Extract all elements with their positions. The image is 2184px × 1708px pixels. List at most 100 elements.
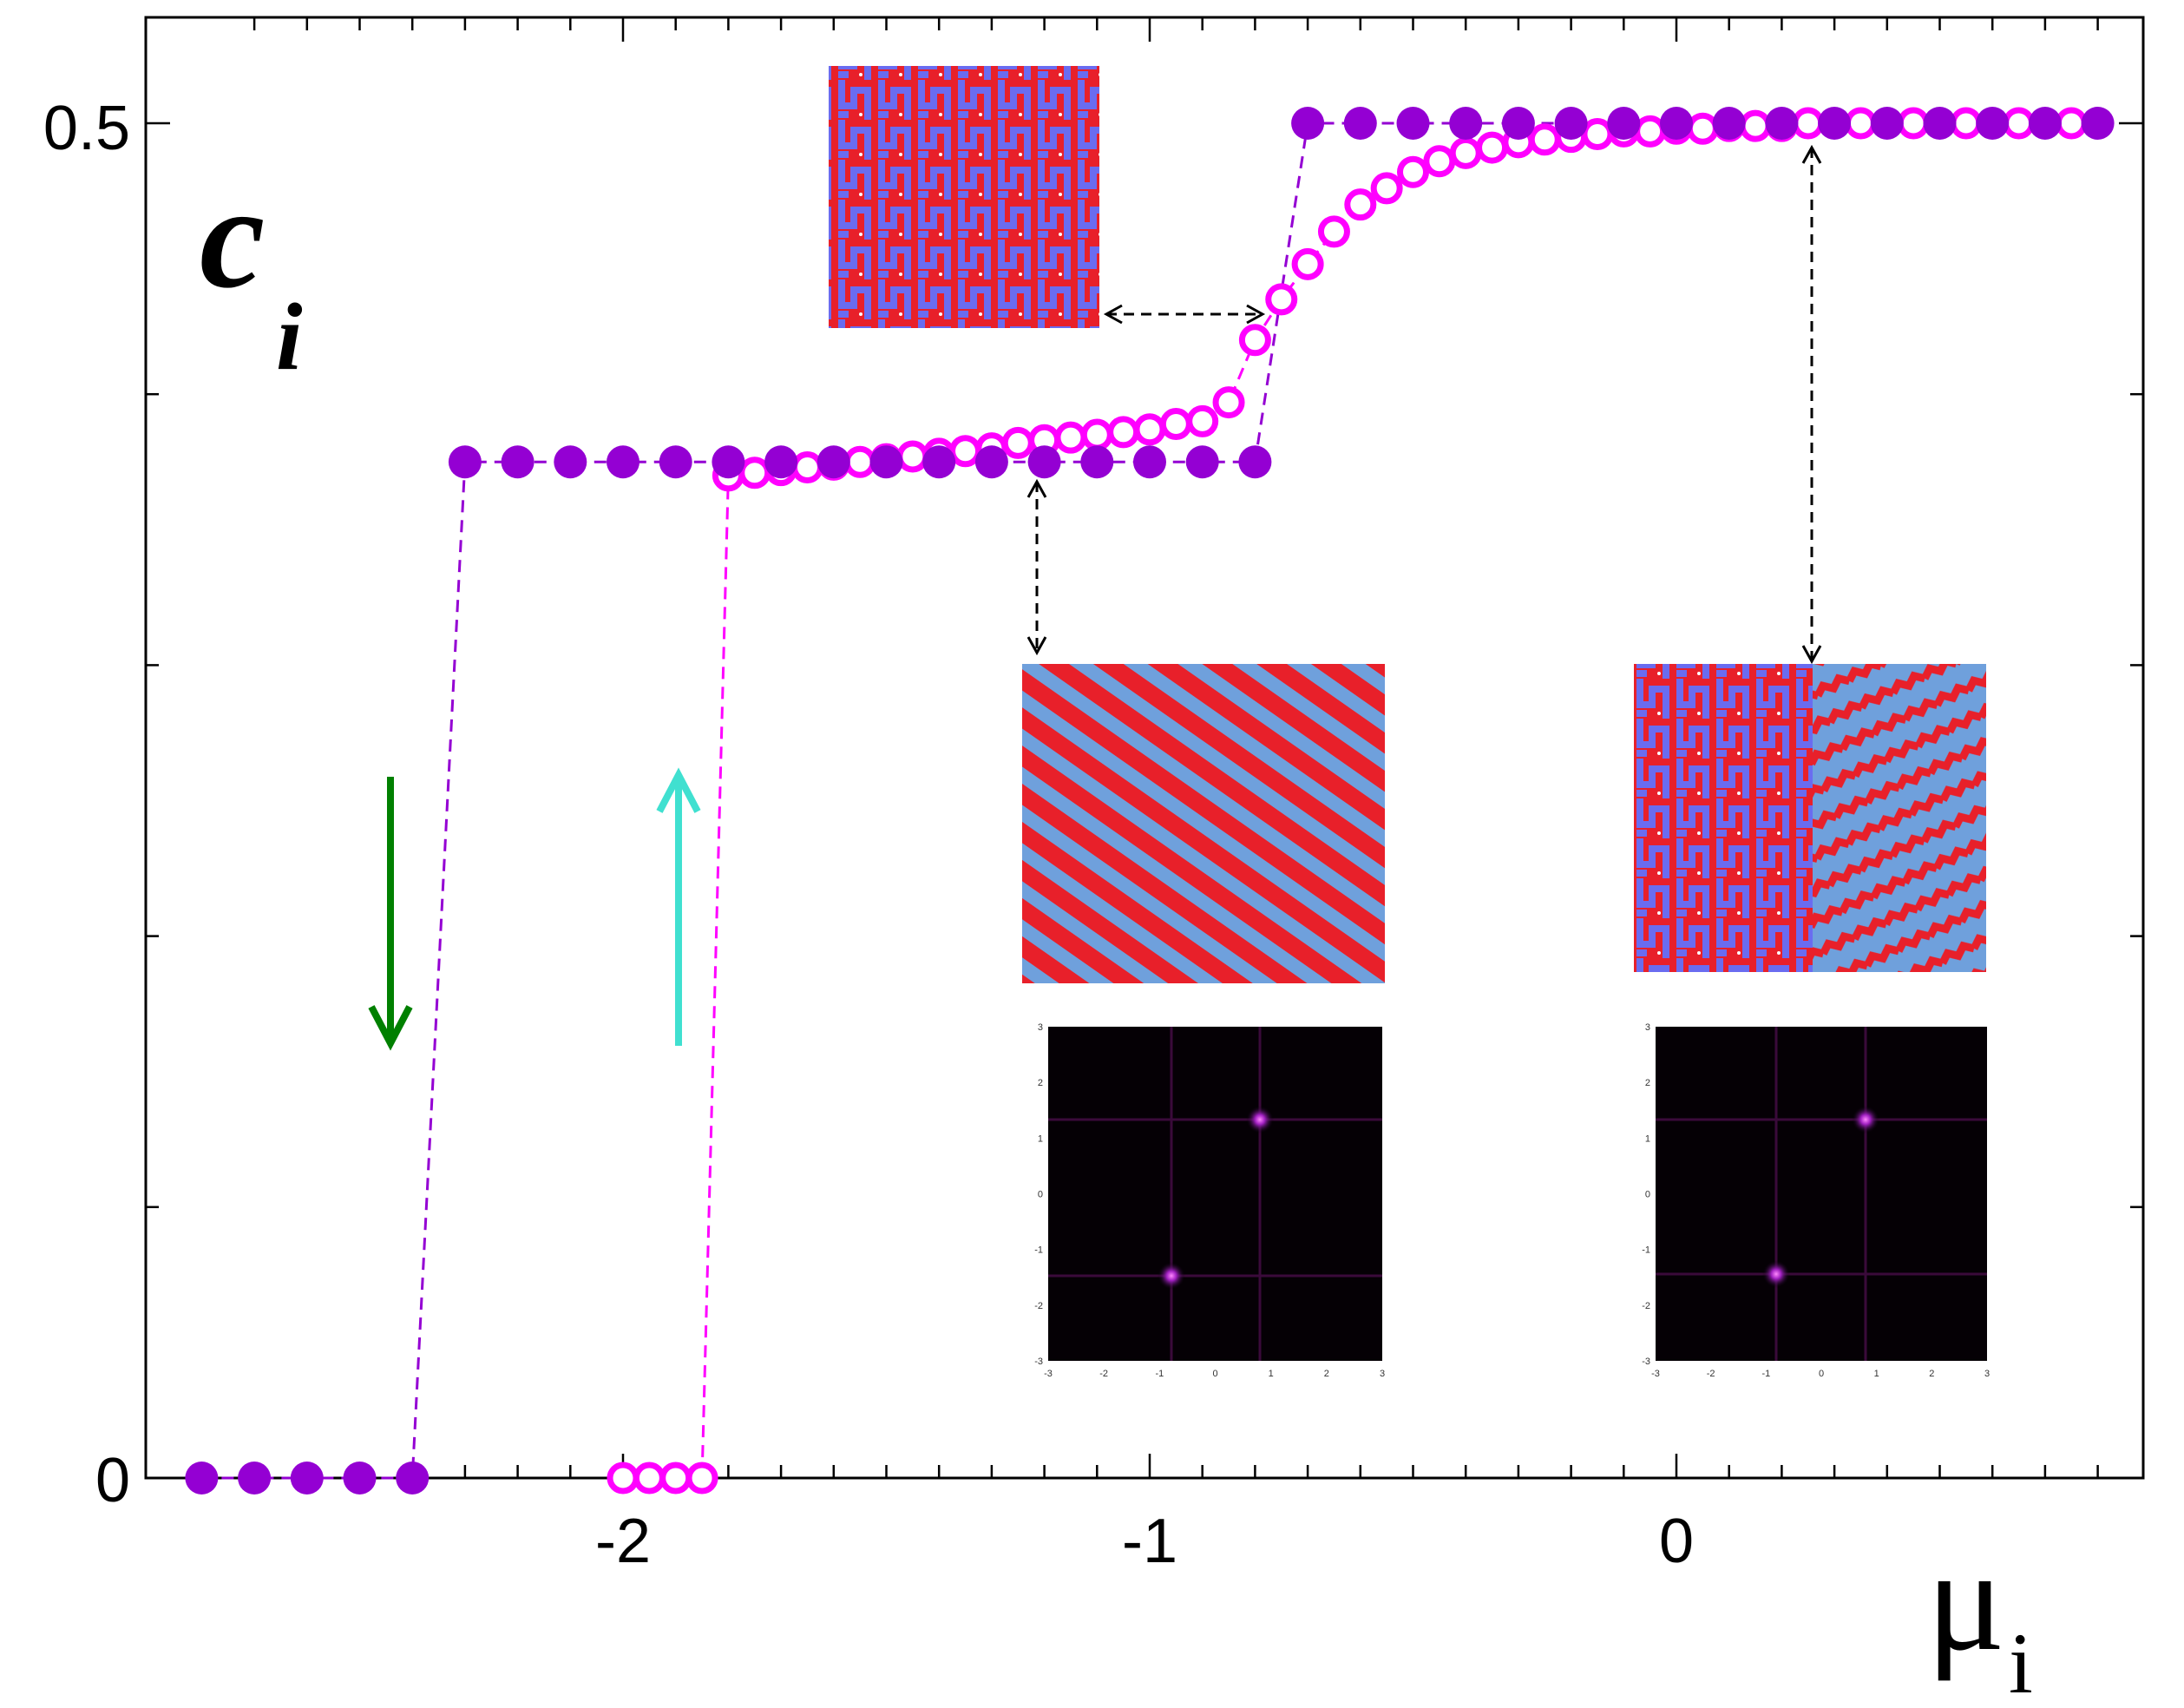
data-point-filled [238,1462,272,1494]
data-point-open [1397,155,1429,188]
data-point-open [1449,136,1482,169]
inset-tick-label: -1 [1642,1245,1650,1256]
data-point-filled [1027,445,1061,479]
data-point-open [1792,107,1825,140]
inset-tilted-stripe-snapshot [1022,664,1385,983]
data-point-filled [1080,445,1114,479]
data-point-open [1739,109,1772,142]
inset-tick-label: 0 [1645,1190,1650,1200]
data-point-filled [1660,107,1693,140]
data-point-open [1476,131,1509,164]
data-point-filled [448,445,482,479]
data-point-open [1897,107,1930,140]
data-point-open [1370,172,1403,205]
data-point-open [1581,117,1614,150]
data-point-open [1844,107,1877,140]
inset-tick-label: -2 [1034,1301,1043,1311]
data-point-open [1291,247,1324,280]
data-point-filled [501,445,535,479]
data-point-open [949,435,982,468]
data-point-filled [712,445,745,479]
data-point-filled [554,445,587,479]
inset-tick-label: 2 [1645,1078,1650,1088]
inset-tick-label: -3 [1044,1369,1053,1379]
data-point-filled [764,445,798,479]
inset-tick-label: 3 [1645,1022,1650,1033]
data-point-filled [659,445,692,479]
inset-tick-label: -1 [1761,1369,1770,1379]
data-point-filled [1870,107,1904,140]
data-point-open [1001,426,1034,459]
data-point-filled [2028,107,2062,140]
inset-tick-label: -1 [1155,1369,1164,1379]
data-point-filled [1554,107,1588,140]
data-point-filled [1923,107,1957,140]
inset-tick-label: -1 [1034,1245,1043,1256]
data-point-open [1950,107,1983,140]
data-point-open [659,1462,692,1494]
data-point-filled [1133,445,1166,479]
up-arrow-annotation [656,767,701,1046]
data-point-filled [922,445,956,479]
data-point-open [738,457,771,489]
x-tick-label-0: 0 [1659,1507,1694,1576]
data-point-open [2003,107,2036,140]
data-point-open [1528,123,1561,156]
x-tick-label--1: -1 [1122,1507,1177,1576]
data-point-filled [396,1462,430,1494]
data-point-filled [1396,107,1430,140]
tick-marks [146,17,2143,1480]
data-point-filled [1501,107,1535,140]
data-point-filled [343,1462,377,1494]
inset-tick-label: -3 [1651,1369,1660,1379]
inset-coexistence-snapshot [1634,664,1986,972]
y-axis-title-subscript: i [276,284,303,390]
data-point-filled [607,445,639,479]
data-point-filled [1238,445,1272,479]
inset-tick-label: 1 [1038,1133,1043,1144]
x-axis-title: μ [1926,1518,2005,1681]
data-point-open [1186,404,1219,437]
data-point-filled [974,445,1008,479]
x-axis-title-subscript: i [2009,1615,2033,1708]
inset-tick-label: 0 [1038,1190,1043,1200]
data-point-open [2055,107,2088,140]
data-point-open [1686,112,1719,145]
data-point-filled [1818,107,1852,140]
inset-tick-label: 3 [1380,1369,1385,1379]
data-point-open [1265,283,1298,316]
y-axis-title: c [200,155,265,319]
data-point-filled [290,1462,324,1494]
inset-structure-factor-left [1048,1027,1382,1361]
series-filled-markers [185,107,2115,1494]
inset-tick-label: -2 [1099,1369,1108,1379]
y-tick-label-0.5: 0.5 [43,94,130,163]
data-point-open [1054,421,1087,454]
inset-tick-label: -2 [1642,1301,1650,1311]
inset-tick-label: 1 [1874,1369,1879,1379]
y-tick-label-0: 0 [95,1446,130,1515]
data-point-filled [1185,445,1219,479]
inset-tick-label: 2 [1324,1369,1329,1379]
inset-labyrinth-snapshot [829,66,1099,328]
plot-frame [144,16,2145,1480]
inset-structure-factor-right [1656,1027,1987,1361]
data-point-open [1238,324,1271,357]
data-point-open [1317,215,1350,248]
inset-connector-arrows [1026,144,1822,665]
data-point-filled [1291,107,1325,140]
inset-tick-label: 2 [1038,1078,1043,1088]
inset-tick-label: 3 [1984,1369,1990,1379]
data-point-open [790,450,823,483]
data-point-open [1107,416,1140,449]
data-point-open [1080,418,1113,451]
data-point-open [1423,145,1456,178]
data-point-open [843,445,876,478]
data-point-open [896,440,929,473]
data-point-filled [2081,107,2115,140]
data-point-filled [869,445,903,479]
data-point-filled [1449,107,1483,140]
data-point-open [1159,408,1192,441]
data-point-filled [1343,107,1377,140]
